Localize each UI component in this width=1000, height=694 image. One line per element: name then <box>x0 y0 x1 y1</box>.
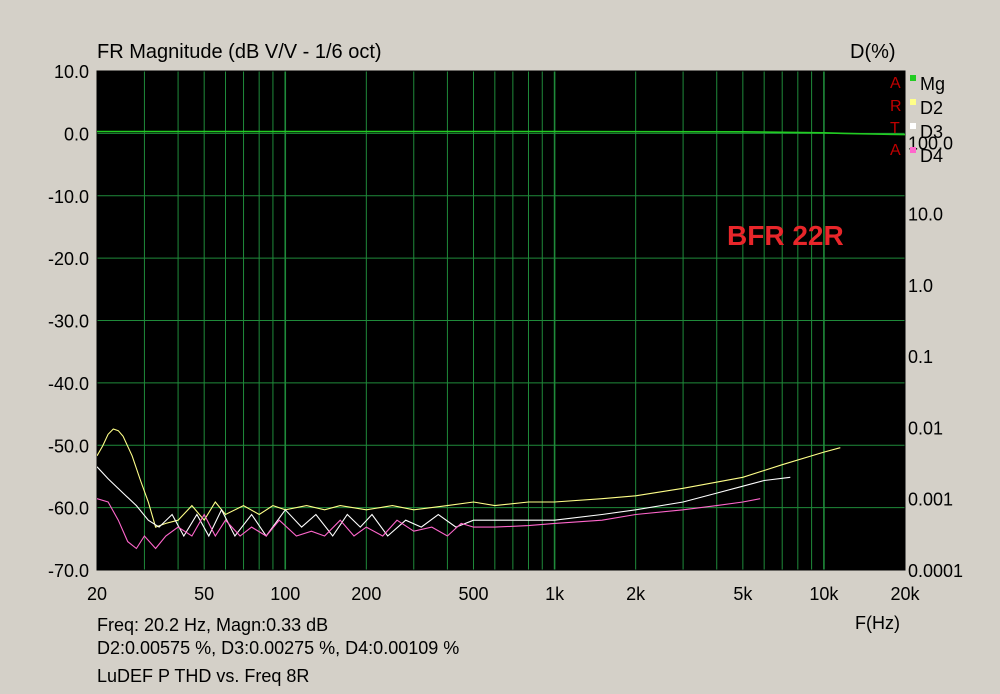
legend: Mg D2 D3 D4 <box>910 74 945 166</box>
series-line-d3 <box>97 466 791 538</box>
y-left-tick-label: -40.0 <box>48 374 89 394</box>
y-right-tick-label: 1.0 <box>908 276 933 296</box>
y-right-tick-label: 0.0001 <box>908 561 963 581</box>
legend-label: D3 <box>920 122 943 142</box>
series-line-d2 <box>97 428 841 528</box>
series-line-mg <box>97 130 905 136</box>
x-tick-label: 500 <box>458 584 488 604</box>
cursor-readout: Freq: 20.2 Hz, Magn:0.33 dB <box>97 615 329 635</box>
y-left-tick-label: -60.0 <box>48 499 89 519</box>
legend-swatch <box>910 123 916 129</box>
legend-label: D4 <box>920 146 943 166</box>
tick-labels: 10.0 0.0 -10.0 -20.0 -30.0 -40.0 -50.0 -60.0 -70… <box>48 62 963 604</box>
y-right-tick-label: 10.0 <box>908 205 943 225</box>
series-layer <box>97 130 905 550</box>
legend-label: Mg <box>920 74 945 94</box>
distortion-readout: D2:0.00575 %, D3:0.00275 %, D4:0.00109 % <box>97 638 460 658</box>
legend-swatch <box>910 99 916 105</box>
y-left-tick-label: -30.0 <box>48 312 89 332</box>
grid-lines <box>96 70 906 571</box>
plot-annotation: BFR 22R <box>727 220 844 251</box>
y-right-tick-label: 0.01 <box>908 418 943 438</box>
x-tick-label: 200 <box>351 584 381 604</box>
legend-swatch <box>910 75 916 81</box>
arta-letter: A <box>890 75 901 92</box>
x-tick-label: 100 <box>270 584 300 604</box>
arta-letter: T <box>890 120 900 137</box>
x-tick-label: 20 <box>87 584 107 604</box>
x-tick-label: 50 <box>194 584 214 604</box>
y-left-tick-label: -20.0 <box>48 249 89 269</box>
y-left-tick-label: -10.0 <box>48 187 89 207</box>
y-left-tick-label: 0.0 <box>64 124 89 144</box>
arta-letter: R <box>890 98 902 115</box>
y-left-tick-label: 10.0 <box>54 62 89 82</box>
x-tick-label: 10k <box>809 584 839 604</box>
series-line-d4 <box>97 498 761 550</box>
x-axis-label: F(Hz) <box>855 613 900 633</box>
y-left-tick-label: -50.0 <box>48 436 89 456</box>
right-axis-title: D(%) <box>850 41 896 63</box>
x-tick-label: 2k <box>626 584 646 604</box>
legend-swatch <box>910 147 916 153</box>
chart-title: FR Magnitude (dB V/V - 1/6 oct) <box>97 41 382 63</box>
y-left-tick-label: -70.0 <box>48 561 89 581</box>
measurement-name: LuDEF P THD vs. Freq 8R <box>97 666 310 686</box>
x-tick-label: 20k <box>890 584 920 604</box>
y-right-tick-label: 0.001 <box>908 490 953 510</box>
plot-frame <box>96 70 906 571</box>
x-tick-label: 1k <box>545 584 565 604</box>
x-tick-label: 5k <box>733 584 753 604</box>
legend-label: D2 <box>920 98 943 118</box>
y-right-tick-label: 0.1 <box>908 347 933 367</box>
arta-letter: A <box>890 142 901 159</box>
y-right-tick-label: 100.0 <box>908 133 953 153</box>
